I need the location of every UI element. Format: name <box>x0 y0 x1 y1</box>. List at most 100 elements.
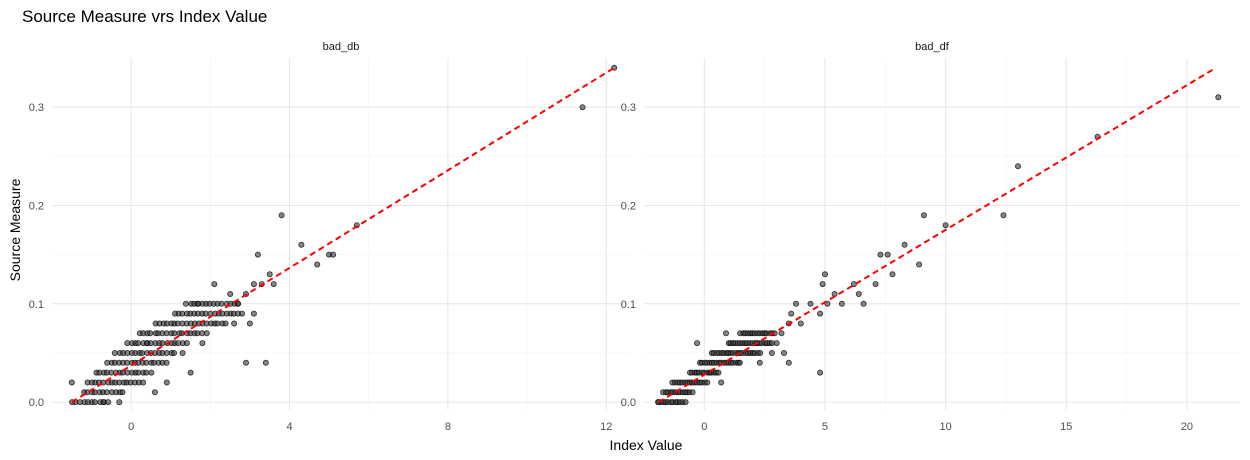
y-tick-label: 0.0 <box>621 397 636 409</box>
data-point <box>723 330 730 337</box>
y-tick-label: 0.3 <box>29 102 44 114</box>
y-tick-label: 0.3 <box>621 102 636 114</box>
data-point <box>942 222 949 229</box>
data-point <box>242 359 249 366</box>
trend-line-path <box>657 66 1217 403</box>
data-point <box>163 349 170 356</box>
grid-lines <box>644 58 1240 410</box>
data-point <box>68 379 75 386</box>
data-point <box>920 212 927 219</box>
panel-bad-df: bad_df 0.0 0.1 0.2 0.3 0 5 10 15 20 <box>621 41 1240 433</box>
data-point <box>768 349 775 356</box>
grid-lines <box>52 58 630 410</box>
y-tick-label: 0.2 <box>29 200 44 212</box>
data-point <box>822 271 829 278</box>
data-point <box>171 349 178 356</box>
data-point <box>91 399 98 406</box>
data-point <box>262 359 269 366</box>
data-point <box>682 399 689 406</box>
data-point <box>757 349 764 356</box>
data-point <box>278 212 285 219</box>
data-point <box>135 369 142 376</box>
data-point <box>227 290 234 297</box>
data-point <box>807 300 814 307</box>
data-point <box>797 320 804 327</box>
trend-line-path <box>71 66 615 403</box>
data-point <box>238 310 245 317</box>
data-point <box>159 340 166 347</box>
data-point <box>788 310 795 317</box>
data-point <box>183 340 190 347</box>
data-point <box>250 281 257 288</box>
x-tick-labels: 0 5 10 15 20 <box>701 421 1193 433</box>
data-point <box>704 379 711 386</box>
data-point <box>314 261 321 268</box>
data-point <box>819 281 826 288</box>
y-tick-labels: 0.0 0.1 0.2 0.3 <box>621 102 636 409</box>
data-point <box>151 389 158 396</box>
panel-bad-db: bad_db 0.0 0.1 0.2 0.3 0 4 8 12 <box>29 41 630 433</box>
data-point <box>1000 212 1007 219</box>
panel-strip-label: bad_df <box>915 41 950 53</box>
data-point <box>1215 94 1222 101</box>
data-point <box>187 369 194 376</box>
data-point <box>889 271 896 278</box>
data-point <box>270 281 277 288</box>
trend-line <box>657 66 1217 403</box>
data-point <box>163 379 170 386</box>
data-point <box>785 359 792 366</box>
data-point <box>756 359 763 366</box>
y-tick-label: 0.1 <box>29 299 44 311</box>
data-point <box>235 300 242 307</box>
data-point <box>100 399 107 406</box>
data-point <box>195 300 202 307</box>
data-point <box>250 310 257 317</box>
data-point <box>715 369 722 376</box>
data-point <box>199 340 206 347</box>
data-point <box>147 330 154 337</box>
y-tick-label: 0.0 <box>29 397 44 409</box>
data-point <box>330 251 337 258</box>
data-point <box>111 349 118 356</box>
y-tick-labels: 0.0 0.1 0.2 0.3 <box>29 102 44 409</box>
data-point <box>736 359 743 366</box>
data-point <box>214 320 221 327</box>
x-tick-label: 0 <box>701 421 707 433</box>
data-point <box>143 369 150 376</box>
data-point <box>254 251 261 258</box>
data-point <box>778 330 785 337</box>
data-point <box>694 340 701 347</box>
x-tick-label: 8 <box>445 421 451 433</box>
data-point <box>266 271 273 278</box>
data-point <box>171 330 178 337</box>
data-point <box>793 300 800 307</box>
data-point <box>135 340 142 347</box>
data-point <box>877 251 884 258</box>
data-point <box>689 389 696 396</box>
data-point <box>143 340 150 347</box>
data-point <box>139 349 146 356</box>
data-point <box>143 359 150 366</box>
data-point <box>222 320 229 327</box>
data-point <box>116 399 123 406</box>
x-tick-label: 5 <box>822 421 828 433</box>
data-point <box>855 290 862 297</box>
data-point <box>916 261 923 268</box>
data-points <box>68 64 618 406</box>
x-tick-labels: 0 4 8 12 <box>128 421 612 433</box>
x-tick-label: 12 <box>600 421 612 433</box>
data-point <box>817 310 824 317</box>
data-point <box>124 359 131 366</box>
x-tick-label: 4 <box>286 421 292 433</box>
data-point <box>901 241 908 248</box>
data-point <box>103 389 110 396</box>
data-point <box>203 330 210 337</box>
trend-line <box>71 66 615 403</box>
data-point <box>817 369 824 376</box>
x-tick-label: 0 <box>128 421 134 433</box>
data-point <box>140 379 147 386</box>
y-tick-label: 0.1 <box>621 299 636 311</box>
x-tick-label: 15 <box>1060 421 1072 433</box>
data-point <box>838 300 845 307</box>
